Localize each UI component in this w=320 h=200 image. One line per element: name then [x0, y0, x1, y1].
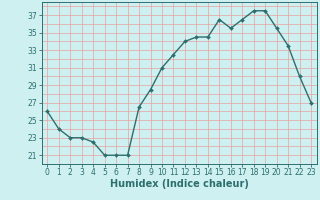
X-axis label: Humidex (Indice chaleur): Humidex (Indice chaleur): [110, 179, 249, 189]
